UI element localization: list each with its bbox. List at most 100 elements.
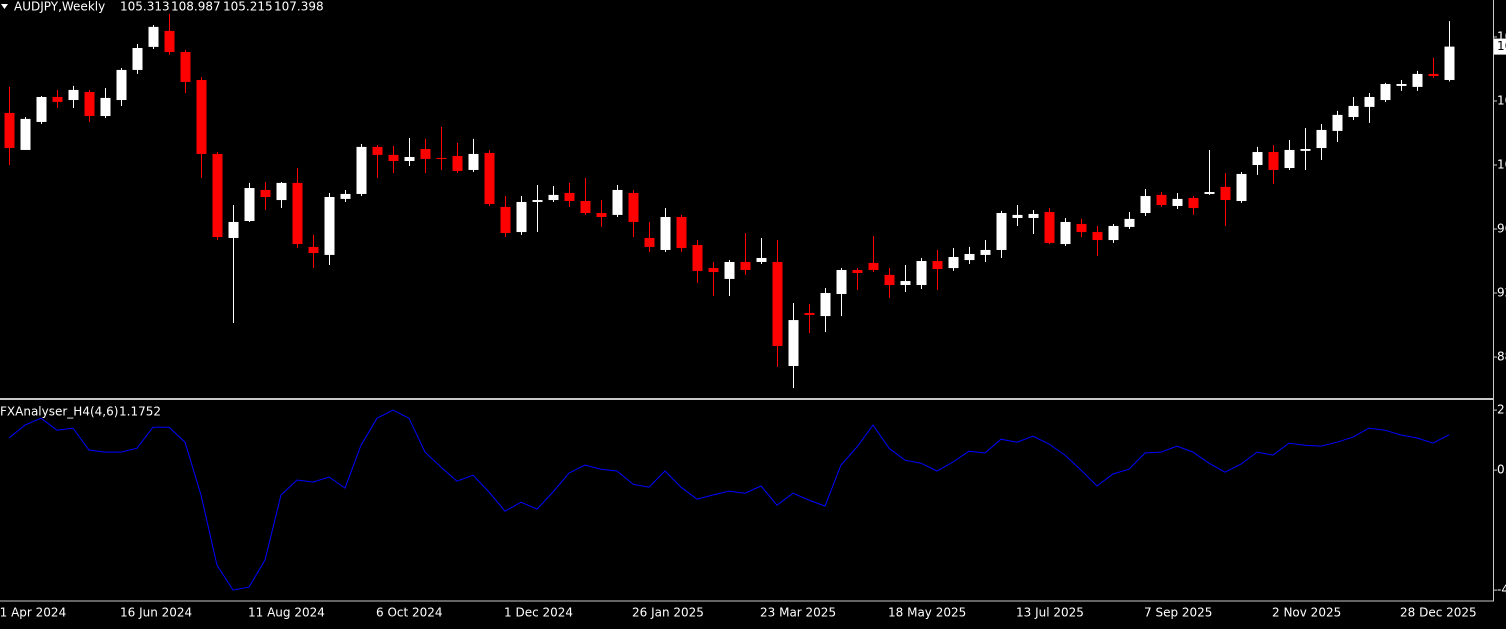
candle-body (516, 201, 527, 233)
candle-body (612, 189, 623, 215)
candle-body (1364, 96, 1375, 107)
candle-body (1220, 186, 1231, 201)
candle-body (468, 153, 479, 170)
ohlc-open: 105.313 (120, 0, 170, 14)
candle-body (1060, 221, 1071, 245)
candle-body (244, 188, 255, 222)
candle-body (4, 112, 15, 149)
x-tick-label: 18 May 2025 (888, 606, 966, 620)
candle-body (52, 96, 63, 102)
y-tick-label: 104.000 (1497, 93, 1506, 107)
y-tick-label: 108.000 (1497, 29, 1506, 43)
candle-body (1268, 152, 1279, 170)
candle-body (436, 157, 447, 159)
candle-body (1124, 218, 1135, 227)
candle-body (404, 156, 415, 161)
candle-body (964, 253, 975, 261)
x-tick-label: 16 Jun 2024 (120, 606, 192, 620)
candle-body (212, 153, 223, 238)
y-tick-label: 88.000 (1497, 350, 1506, 364)
candle-body (1140, 196, 1151, 214)
candle-body (20, 118, 31, 150)
y-tick-label: -4.0000 (1497, 583, 1506, 597)
y-tick-label: 92.000 (1497, 286, 1506, 300)
candle-body (1028, 213, 1039, 218)
candle-body (1236, 173, 1247, 202)
x-tick-label: 2 Nov 2025 (1272, 606, 1341, 620)
candle-body (868, 262, 879, 270)
x-tick-label: 28 Dec 2025 (1400, 606, 1477, 620)
indicator-line (8, 409, 1450, 591)
candle-body (372, 146, 383, 155)
y-tick-label: 2.0000 (1497, 403, 1506, 417)
x-tick-label: 1 Dec 2024 (504, 606, 573, 620)
candle-body (932, 261, 943, 270)
ohlc-high: 108.987 (171, 0, 221, 14)
x-tick-label: 26 Jan 2025 (632, 606, 704, 620)
candle-body (1284, 149, 1295, 169)
candle-body (1412, 73, 1423, 87)
candle-body (900, 281, 911, 286)
y-tick-label: 100.000 (1497, 157, 1506, 171)
candle-body (308, 246, 319, 254)
symbol-title: AUDJPY,Weekly (14, 0, 105, 14)
candle-body (1444, 46, 1455, 80)
x-tick-label: 21 Apr 2024 (0, 606, 66, 620)
candle-body (68, 89, 79, 101)
candle-body (388, 154, 399, 161)
candle-body (724, 261, 735, 279)
candle-body (628, 192, 639, 222)
candle-body (132, 48, 143, 70)
candle-body (580, 201, 591, 214)
candle-body (1332, 114, 1343, 131)
candle-body (948, 257, 959, 269)
candle-body (1092, 232, 1103, 241)
candle-body (116, 69, 127, 101)
candle-body (1252, 152, 1263, 165)
candle-body (84, 92, 95, 117)
candle-body (180, 52, 191, 82)
candle-body (324, 196, 335, 255)
candle-body (1380, 84, 1391, 101)
candle-body (692, 245, 703, 271)
candle-body (196, 80, 207, 154)
candle-body (660, 217, 671, 250)
y-tick-label: 96.000 (1497, 222, 1506, 236)
candle-body (276, 182, 287, 201)
candle-body (980, 249, 991, 255)
candle-body (36, 96, 47, 122)
candle-body (356, 146, 367, 194)
candle-body (884, 274, 895, 286)
candle-body (708, 268, 719, 273)
candle-body (1172, 198, 1183, 206)
candle-body (772, 261, 783, 346)
candle-body (292, 182, 303, 245)
candle-body (756, 257, 767, 262)
ohlc-close: 107.398 (274, 0, 324, 14)
menu-arrow[interactable] (1, 4, 8, 9)
candle-body (740, 261, 751, 270)
candle-body (852, 269, 863, 274)
candle-body (1204, 192, 1215, 194)
indicator-value: 1.1752 (119, 405, 161, 419)
candle-body (788, 320, 799, 366)
candle-body (1316, 129, 1327, 149)
candle-body (452, 156, 463, 171)
candle-body (148, 26, 159, 47)
candle-body (164, 30, 175, 53)
candle-body (1428, 73, 1439, 77)
candle-body (1044, 212, 1055, 243)
x-tick-label: 23 Mar 2025 (760, 606, 836, 620)
current-price-box (1494, 38, 1506, 55)
candle-body (1156, 194, 1167, 206)
candle-body (1076, 224, 1087, 233)
candle-body (548, 194, 559, 201)
candle-body (996, 213, 1007, 250)
candle-body (1108, 225, 1119, 241)
candle-body (804, 313, 815, 315)
candle-body (340, 193, 351, 199)
candle-body (1300, 148, 1311, 151)
y-tick-label: 0.0000 (1497, 463, 1506, 477)
candle-body (564, 192, 575, 202)
